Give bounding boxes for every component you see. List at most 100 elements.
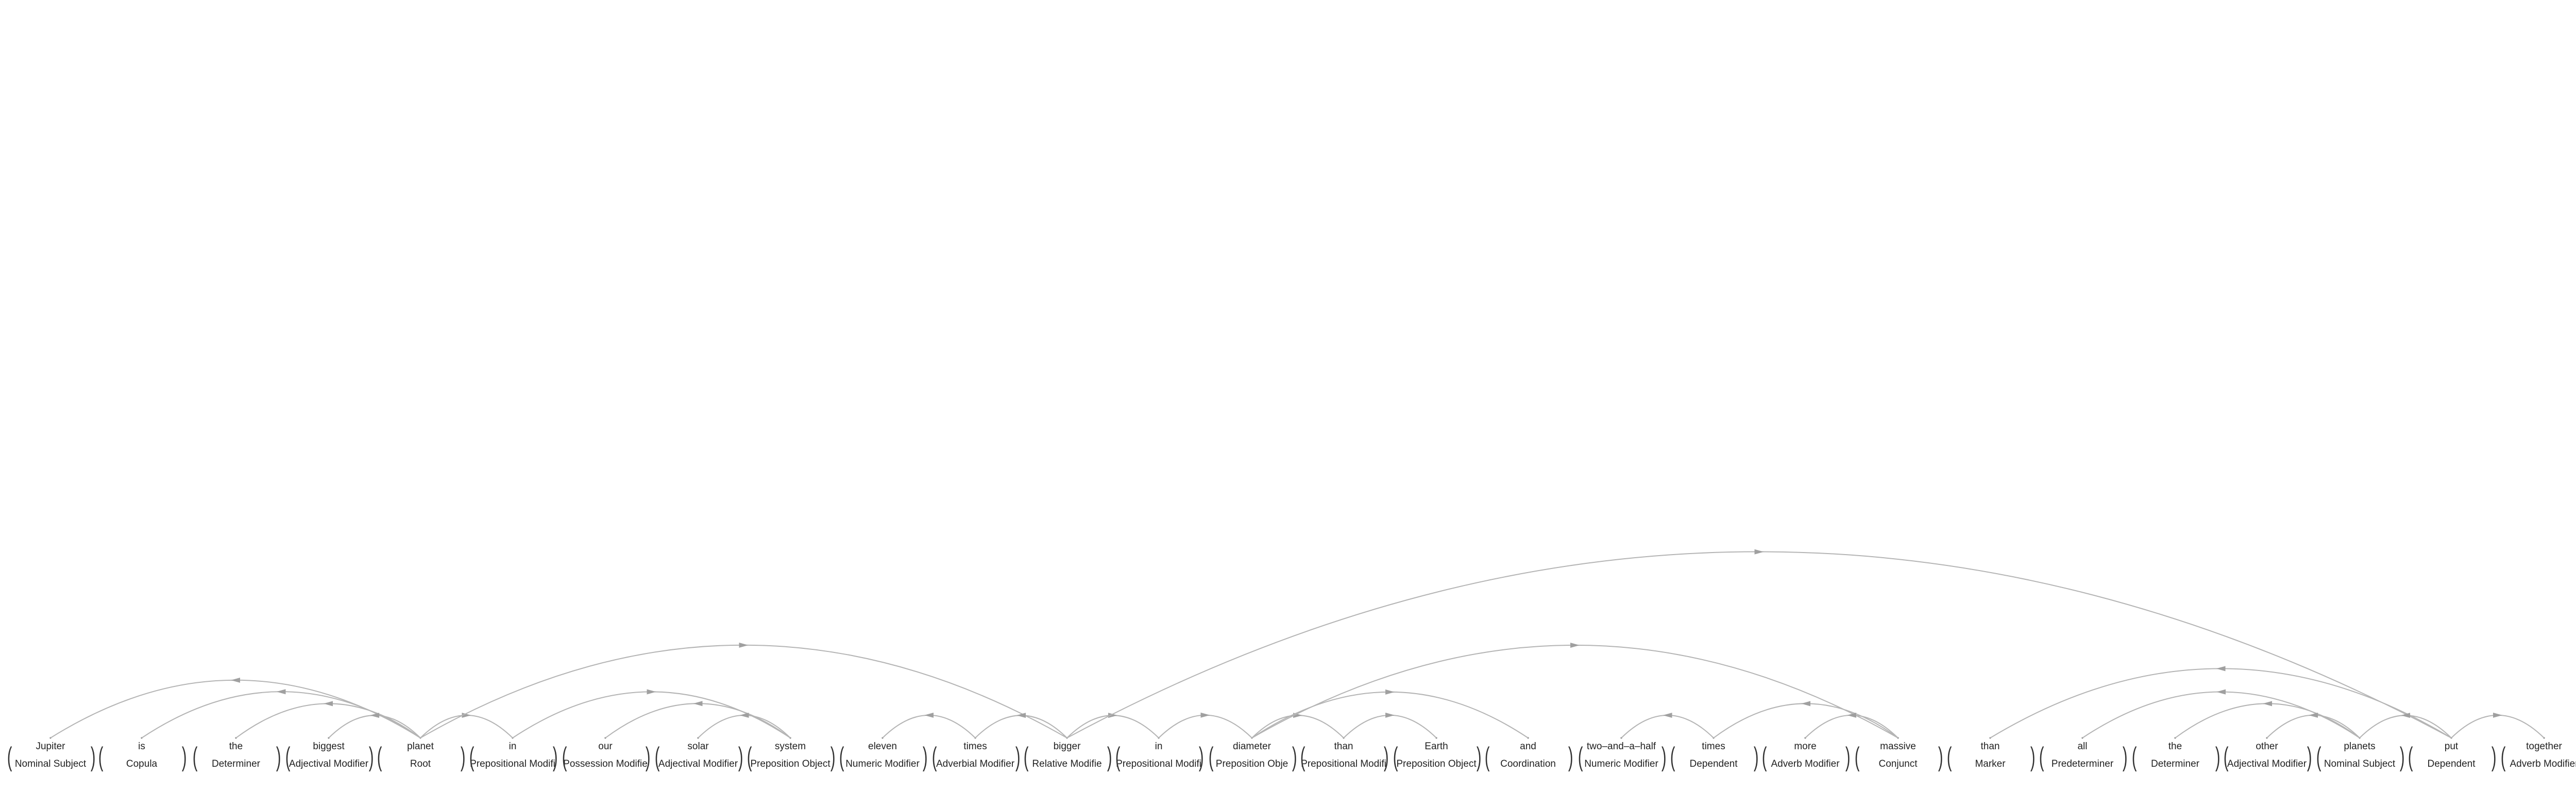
token: diameter Preposition Obje [1206, 741, 1298, 770]
token: Jupiter Nominal Subject [4, 741, 97, 770]
bracket-left: ( [1115, 742, 1121, 772]
dependency-arc [1158, 714, 1252, 738]
dependency-arc [420, 715, 513, 738]
token-word: more [1794, 741, 1817, 752]
token: planet Root [374, 741, 467, 770]
token: than Marker [1944, 741, 2037, 770]
token-relation: Prepositional Modifi [470, 759, 555, 769]
token-relation: Conjunct [1878, 759, 1918, 769]
token: eleven Numeric Modifier [836, 741, 929, 770]
token-word: in [1155, 741, 1163, 752]
token: more Adverb Modifier [1759, 741, 1852, 770]
token: put Dependent [2405, 741, 2498, 770]
dependency-arc [2082, 691, 2360, 738]
arc-arrowhead [1663, 713, 1672, 718]
arc-arrowhead [2263, 701, 2272, 707]
token: system Preposition Object [744, 741, 837, 770]
token-word: system [774, 741, 806, 752]
bracket-right: ) [2215, 742, 2221, 772]
bracket-left: ( [1393, 742, 1398, 772]
token-word: massive [1880, 741, 1916, 752]
token-word: the [2168, 741, 2182, 752]
bracket-right: ) [1015, 742, 1021, 772]
bracket-right: ) [1753, 742, 1759, 772]
dependency-arc [698, 715, 791, 738]
token: massive Conjunct [1852, 741, 1944, 770]
token: bigger Relative Modifie [1021, 741, 1113, 770]
bracket-left: ( [285, 742, 291, 772]
token-relation: Preposition Object [750, 759, 831, 769]
token-relation: Dependent [1689, 759, 1738, 769]
token-relation: Nominal Subject [2324, 759, 2396, 769]
token-relation: Relative Modifie [1032, 759, 1102, 769]
token-relation: Preposition Object [1396, 759, 1477, 769]
arc-arrowhead [1385, 712, 1395, 718]
arc-arrowhead [2216, 689, 2226, 695]
token: times Adverbial Modifier [929, 741, 1022, 770]
bracket-right: ) [738, 742, 743, 772]
bracket-left: ( [1670, 742, 1675, 772]
arc-arrowhead [924, 712, 934, 718]
bracket-left: ( [654, 742, 660, 772]
token-relation: Root [410, 759, 431, 769]
dependency-arc [235, 703, 421, 738]
token-word: Jupiter [36, 741, 65, 752]
dependency-arc [328, 715, 421, 738]
token-relation: Adverbial Modifier [936, 759, 1015, 769]
bracket-right: ) [2030, 742, 2036, 772]
token: our Possession Modifie [559, 741, 652, 770]
bracket-left: ( [2131, 742, 2137, 772]
dependency-arc [975, 715, 1067, 738]
bracket-right: ) [2491, 742, 2497, 772]
dependency-arc [1251, 644, 1899, 738]
bracket-left: ( [747, 742, 752, 772]
dependency-arc [420, 644, 1067, 738]
token-word: planet [407, 741, 434, 752]
bracket-right: ) [1845, 742, 1851, 772]
bracket-right: ) [1383, 742, 1389, 772]
bracket-left: ( [2316, 742, 2321, 772]
arc-arrowhead [2493, 712, 2502, 718]
dependency-arc [1066, 551, 2452, 738]
bracket-left: ( [1946, 742, 1952, 772]
token-word: and [1520, 741, 1536, 752]
bracket-left: ( [2223, 742, 2229, 772]
token-word: planets [2344, 741, 2376, 752]
bracket-left: ( [1208, 742, 1214, 772]
token: times Dependent [1667, 741, 1760, 770]
bracket-right: ) [1661, 742, 1667, 772]
dependency-arc [882, 714, 976, 738]
bracket-left: ( [98, 742, 104, 772]
token-word: eleven [868, 741, 897, 752]
bracket-left: ( [562, 742, 567, 772]
dependency-arc [1990, 668, 2452, 738]
token-word: put [2444, 741, 2459, 752]
dependency-arc [2266, 714, 2360, 738]
token-relation: Nominal Subject [14, 759, 87, 769]
arc-arrowhead [1801, 701, 1810, 707]
token-word: times [963, 741, 987, 752]
arc-arrowhead [739, 713, 749, 718]
token-word: together [2526, 741, 2562, 752]
arc-arrowhead [647, 689, 656, 695]
token-relation: Prepositional Modifi [1301, 759, 1386, 769]
bracket-right: ) [2307, 742, 2312, 772]
bracket-right: ) [2122, 742, 2128, 772]
bracket-right: ) [922, 742, 928, 772]
bracket-left: ( [1023, 742, 1029, 772]
token: planets Nominal Subject [2313, 741, 2406, 770]
token-relation: Numeric Modifier [1584, 759, 1658, 769]
arc-arrowhead [1200, 712, 1210, 718]
bracket-right: ) [1107, 742, 1112, 772]
bracket-right: ) [276, 742, 281, 772]
token-relation: Adjectival Modifier [658, 759, 738, 769]
bracket-right: ) [460, 742, 466, 772]
bracket-right: ) [1568, 742, 1573, 772]
token-relation: Adjectival Modifier [289, 759, 369, 769]
bracket-right: ) [1292, 742, 1297, 772]
token-relation: Preposition Obje [1215, 759, 1289, 769]
arc-arrowhead [1016, 713, 1026, 718]
bracket-left: ( [1761, 742, 1767, 772]
bracket-left: ( [7, 742, 12, 772]
